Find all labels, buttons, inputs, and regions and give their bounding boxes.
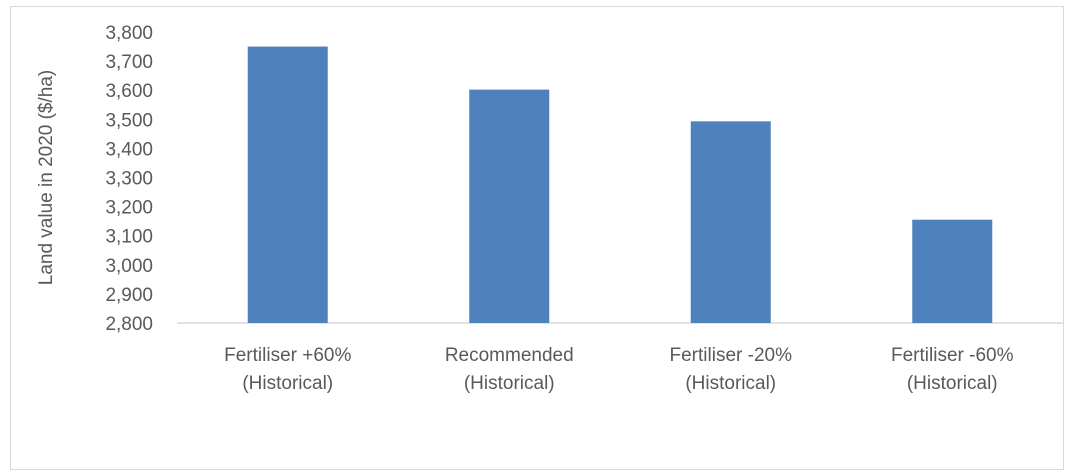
bar	[912, 219, 993, 323]
chart-frame	[10, 6, 1064, 470]
x-category-label: (Historical)	[907, 373, 998, 394]
y-axis-ticks: 2,800 2,900 3,000 3,100 3,200 3,300 3,400 3,500…	[105, 23, 153, 335]
y-tick-label: 3,000	[105, 256, 153, 277]
y-tick-label: 3,200	[105, 198, 153, 219]
y-tick-label: 2,900	[105, 285, 153, 306]
bar	[247, 46, 328, 324]
bar	[469, 89, 550, 323]
bar	[690, 121, 771, 323]
x-category-label: (Historical)	[685, 373, 776, 394]
x-category-label: Fertiliser +60%	[224, 345, 351, 366]
y-tick-label: 2,800	[105, 314, 153, 335]
x-category-label: (Historical)	[464, 373, 555, 394]
x-category-label: (Historical)	[242, 373, 333, 394]
y-tick-label: 3,400	[105, 139, 153, 160]
x-category-label: Recommended	[445, 345, 574, 366]
x-category-label: Fertiliser -60%	[891, 345, 1014, 366]
x-category-label: Fertiliser -20%	[670, 345, 793, 366]
y-tick-label: 3,300	[105, 169, 153, 190]
y-axis-title: Land value in 2020 ($/ha)	[36, 70, 57, 286]
y-tick-label: 3,600	[105, 81, 153, 102]
y-tick-label: 3,500	[105, 110, 153, 131]
y-tick-label: 3,700	[105, 52, 153, 73]
y-tick-label: 3,800	[105, 23, 153, 44]
bars	[247, 46, 993, 324]
y-tick-label: 3,100	[105, 227, 153, 248]
x-axis-labels: Fertiliser +60% (Historical) Recommended (H…	[224, 345, 1013, 394]
